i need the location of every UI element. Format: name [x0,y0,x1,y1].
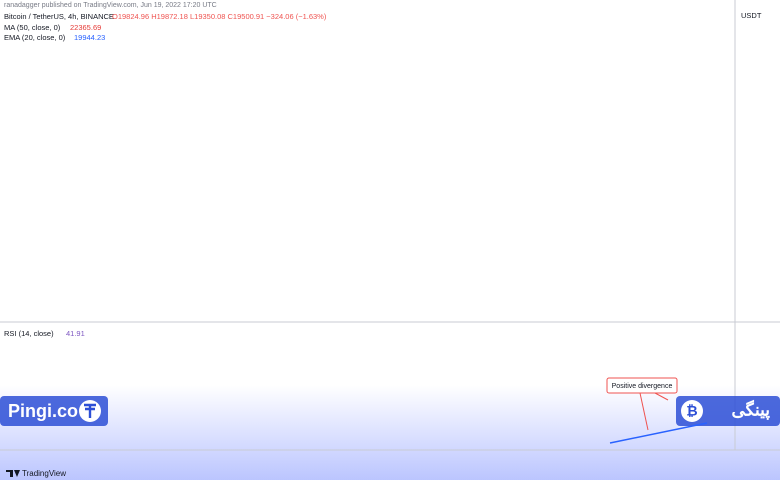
publisher: ranadagger published on TradingView.com,… [4,2,217,9]
watermark-band [0,385,780,480]
rsi-value: 41.91 [66,329,85,338]
watermark-text: پینگی [731,399,770,420]
divergence-pointer [639,392,669,431]
watermark-left: Pingi.co [0,396,108,426]
watermark-icon-glyph [84,403,96,418]
divergence: Positive divergence [606,377,708,444]
ma-legend-value: 22365.69 [70,23,101,32]
footer-icon [6,470,20,477]
watermark-box [676,396,780,426]
watermark-right: ₿ پینگی [676,396,780,426]
rsi-title: RSI (14, close) [4,329,54,338]
watermark-text: Pingi.co [8,401,78,421]
divergence-line [609,422,708,444]
watermark-icon [681,400,703,422]
ma-legend: MA (50, close, 0) [4,23,61,32]
symbol: Bitcoin / TetherUS, 4h, BINANCE [4,12,114,21]
annotation-text: Positive divergence [612,383,673,390]
y-unit: USDT [741,11,762,20]
annotation-box [606,377,678,394]
watermark-icon-glyph: ₿ [686,403,697,419]
watermark-box [0,396,108,426]
ema-legend: EMA (20, close, 0) [4,33,66,42]
footer-logo: TradingView [22,469,66,478]
ema-legend-value: 19944.23 [74,33,105,42]
ohlc: O19824.96 H19872.18 L19350.08 C19500.91 … [112,12,327,21]
